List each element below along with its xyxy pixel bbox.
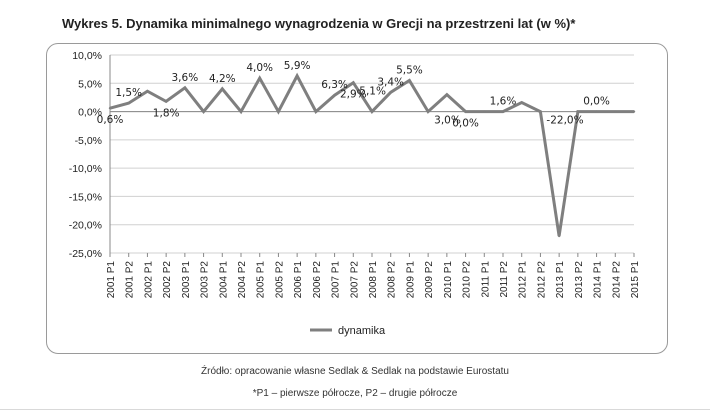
data-point [314,110,318,113]
data-point [408,79,411,82]
x-tick-label: 2005 P2 [274,261,285,299]
x-tick-label: 2013 P1 [555,261,566,299]
divider [0,409,710,410]
x-tick-label: 2009 P2 [424,261,435,299]
data-label: -22,0% [546,115,583,127]
x-axis: 2001 P1 2001 P2 2002 P1 2002 P2 2003 P1 2003 … [106,111,641,299]
y-axis-ticks: 10,0% 5,0% 0,0% -5,0% -10,0% -15,0% -20,0% -25,… [69,50,111,260]
x-tick-label: 2008 P1 [368,261,379,299]
x-tick-label: 2004 P1 [218,261,229,299]
x-tick-label: 2012 P1 [518,261,529,299]
data-label: 6,3% [321,79,348,91]
series-dynamika [108,72,636,238]
source-note: Źródło: opracowanie własne Sedlak & Sedl… [201,366,509,377]
data-label: 4,2% [209,73,236,85]
y-tick-label: -10,0% [69,163,102,175]
data-point [614,110,617,113]
x-tick-label: 2003 P1 [181,261,192,299]
x-tick-label: 2001 P1 [106,261,117,299]
x-tick-label: 2007 P1 [331,261,342,299]
data-label: 1,6% [490,96,517,108]
chart-title: Wykres 5. Dynamika minimalnego wynagrodz… [62,16,576,31]
data-label: 1,8% [153,107,180,119]
y-tick-label: 5,0% [78,78,102,90]
x-tick-label: 2011 P2 [499,261,510,298]
x-tick-label: 2012 P2 [536,261,547,299]
x-tick-label: 2008 P2 [387,261,398,299]
data-point [202,110,205,113]
x-tick-label: 2015 P1 [630,261,641,299]
footnote: *P1 – pierwsze półrocze, P2 – drugie pół… [252,388,458,399]
x-tick-label: 2009 P1 [405,261,416,299]
data-point [539,110,542,113]
data-point [632,110,636,113]
x-tick-label: 2003 P2 [200,261,211,299]
data-point [576,110,580,113]
data-point [501,110,505,113]
data-point [295,74,299,78]
y-tick-label: -25,0% [69,248,102,260]
data-labels: 0,6% 1,5% 1,8% 3,6% 4,2% 4,0% 5,9% 6,3%2,9%5,1%… [97,60,610,130]
data-point [445,93,449,96]
data-label: 3,0% [434,115,461,127]
data-point [370,110,374,113]
x-tick-label: 2010 P2 [462,261,473,299]
x-tick-label: 2011 P1 [480,261,491,298]
data-point [426,110,430,113]
x-tick-label: 2007 P2 [349,261,360,299]
data-point [520,101,523,104]
gridlines [110,54,634,254]
data-point [557,234,561,238]
x-tick-label: 2014 P2 [611,261,622,299]
data-point [183,86,187,90]
data-label: 4,0% [246,62,273,74]
x-tick-label: 2002 P1 [143,261,154,299]
data-point [239,110,243,113]
x-tick-label: 2002 P2 [162,261,173,299]
data-point [127,101,130,105]
data-label: 0,0% [583,96,610,108]
y-tick-label: 10,0% [72,50,102,62]
x-tick-label: 2005 P1 [256,261,267,299]
y-tick-label: -20,0% [69,220,102,232]
x-tick-label: 2006 P1 [293,261,304,299]
data-point [258,76,261,80]
x-tick-label: 2001 P2 [125,261,136,299]
y-tick-label: 0,0% [78,107,102,119]
x-tick-label: 2006 P2 [312,261,323,299]
data-point [483,110,486,113]
y-tick-label: -5,0% [75,135,102,147]
data-label: 2,9% [340,89,367,101]
data-point [277,110,280,113]
data-label: 5,9% [284,60,311,72]
x-tick-label: 2010 P1 [443,261,454,299]
x-tick-label: 2013 P2 [574,261,585,299]
data-label: 5,5% [396,64,423,76]
y-tick-label: -15,0% [69,191,102,203]
data-label: 3,4% [377,76,404,88]
legend: dynamika [310,325,386,337]
legend-label: dynamika [338,325,386,337]
x-tick-label: 2014 P1 [593,261,604,299]
data-point [108,106,112,110]
data-point [389,91,392,94]
series-line [109,72,634,237]
data-label: 3,6% [172,72,199,84]
data-point [333,93,336,97]
data-label: 0,0% [452,118,479,130]
x-tick-label: 2004 P2 [237,261,248,299]
data-label: 0,6% [97,114,124,126]
data-point [164,100,168,103]
data-label: 1,5% [115,87,142,99]
data-point [352,81,355,84]
data-point [146,90,149,93]
data-point [464,110,467,113]
data-label: 5,1% [359,86,386,98]
data-point [595,110,598,113]
data-point [221,87,224,91]
